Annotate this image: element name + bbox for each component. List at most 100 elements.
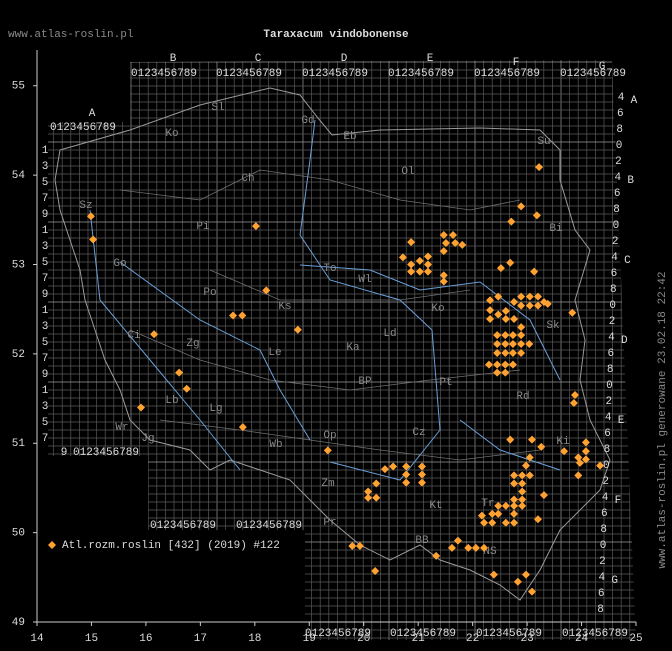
occurrence-point: [415, 256, 424, 265]
occurrence-point: [507, 217, 516, 226]
grid-row-digit: 6: [601, 508, 608, 520]
occurrence-point: [518, 471, 527, 480]
region-label: Bi: [549, 223, 563, 235]
grid-row-digit: 4: [611, 252, 618, 264]
occurrence-point: [517, 202, 526, 211]
region-label: Lg: [209, 403, 222, 415]
occurrence-point: [527, 587, 536, 596]
occurrence-point: [533, 301, 542, 310]
y-tick-label: 50: [12, 528, 25, 540]
grid-row-digit: 0: [616, 140, 623, 152]
region-label: Op: [323, 430, 336, 442]
grid-row-digit: 3: [42, 241, 49, 253]
occurrence-point: [323, 446, 332, 455]
occurrence-point: [510, 509, 519, 518]
occurrence-point: [389, 462, 398, 471]
occurrence-point: [447, 543, 456, 552]
x-tick-label: 17: [194, 633, 207, 645]
occurrence-point: [364, 493, 373, 502]
occurrence-point: [517, 348, 526, 357]
occurrence-point: [464, 543, 473, 552]
borders: [54, 87, 611, 601]
grid-row-digit: 4: [608, 332, 615, 344]
occurrence-point: [517, 340, 526, 349]
grid-row-digit: 6: [598, 588, 605, 600]
x-tick-label: 22: [466, 633, 479, 645]
occurrence-point: [423, 267, 432, 276]
occurrence-point: [398, 253, 407, 262]
occurrence-point: [506, 258, 515, 267]
region-label: Ol: [401, 166, 414, 178]
grid-column-label: F: [513, 57, 520, 69]
occurrence-point: [407, 238, 416, 247]
occurrence-point: [449, 231, 458, 240]
occurrence-point: [508, 360, 517, 369]
occurrence-point: [486, 306, 495, 315]
grid-row-digit: 6: [611, 268, 618, 280]
grid-row-digit: 0: [606, 380, 613, 392]
region-label: Sk: [546, 320, 560, 332]
occurrence-point: [530, 267, 539, 276]
occurrence-point: [517, 292, 526, 301]
occurrence-point: [417, 478, 426, 487]
grid-row-digit: 7: [42, 433, 49, 445]
occurrence-point: [510, 471, 519, 480]
generated-note: www.atlas-roslin.pl generowane 23.02.18 …: [657, 271, 669, 568]
occurrence-point: [494, 310, 503, 319]
chart-title: Taraxacum vindobonense: [263, 29, 409, 41]
y-tick-label: 52: [12, 349, 25, 361]
region-label: Tr: [481, 498, 494, 510]
river: [89, 119, 561, 481]
occurrence-point: [522, 461, 531, 470]
occurrence-point: [508, 331, 517, 340]
occurrence-point: [355, 542, 364, 551]
region-label: Le: [268, 347, 281, 359]
occurrence-point: [493, 340, 502, 349]
region-label: Ld: [383, 328, 396, 340]
occurrence-point: [372, 479, 381, 488]
occurrence-point: [501, 331, 510, 340]
x-tick-label: 23: [520, 633, 533, 645]
occurrence-point: [533, 292, 542, 301]
grid-row-digit: 3: [42, 321, 49, 333]
grid-column-label: C: [255, 53, 262, 65]
occurrence-point: [568, 308, 577, 317]
grid-digits: 0123456789: [73, 447, 139, 459]
grid-row-label: E: [618, 415, 625, 427]
region-label: Ko: [431, 303, 444, 315]
grid-row-label: G: [611, 575, 618, 587]
region-label: Su: [537, 136, 550, 148]
occurrence-point: [510, 298, 519, 307]
region-label: BB: [415, 535, 429, 547]
grid-row-digit: 7: [42, 193, 49, 205]
y-tick-label: 55: [12, 81, 25, 93]
occurrence-point: [439, 277, 448, 286]
y-tick-label: 51: [12, 438, 26, 450]
occurrence-point: [517, 323, 526, 332]
region-label: Cz: [412, 427, 425, 439]
grid-row-digit: 4: [614, 172, 621, 184]
region-label: To: [323, 263, 336, 275]
occurrence-point: [488, 509, 497, 518]
grid-digits: 0123456789: [150, 520, 216, 532]
grid-digits: 0123456789: [474, 68, 540, 80]
occurrence-point: [488, 518, 497, 527]
occurrence-point: [522, 570, 531, 579]
grid-row-digit: 3: [42, 161, 49, 173]
occurrence-point: [518, 479, 527, 488]
occurrence-point: [484, 360, 493, 369]
grid-row-digit: 1: [42, 305, 49, 317]
region-label: BP: [358, 376, 372, 388]
grid-digits: 0123456789: [476, 628, 542, 640]
grid-row-digit: 6: [607, 348, 614, 360]
occurrence-point: [150, 330, 159, 339]
grid-row-digit: 4: [602, 492, 609, 504]
region-label: Ch: [241, 173, 254, 185]
occurrence-point: [494, 292, 503, 301]
occurrence-point: [451, 239, 460, 248]
occurrence-point: [506, 435, 515, 444]
grid-column-label: G: [599, 61, 606, 73]
occurrence-point: [513, 577, 522, 586]
occurrence-point: [510, 495, 519, 504]
occurrence-point: [501, 360, 510, 369]
